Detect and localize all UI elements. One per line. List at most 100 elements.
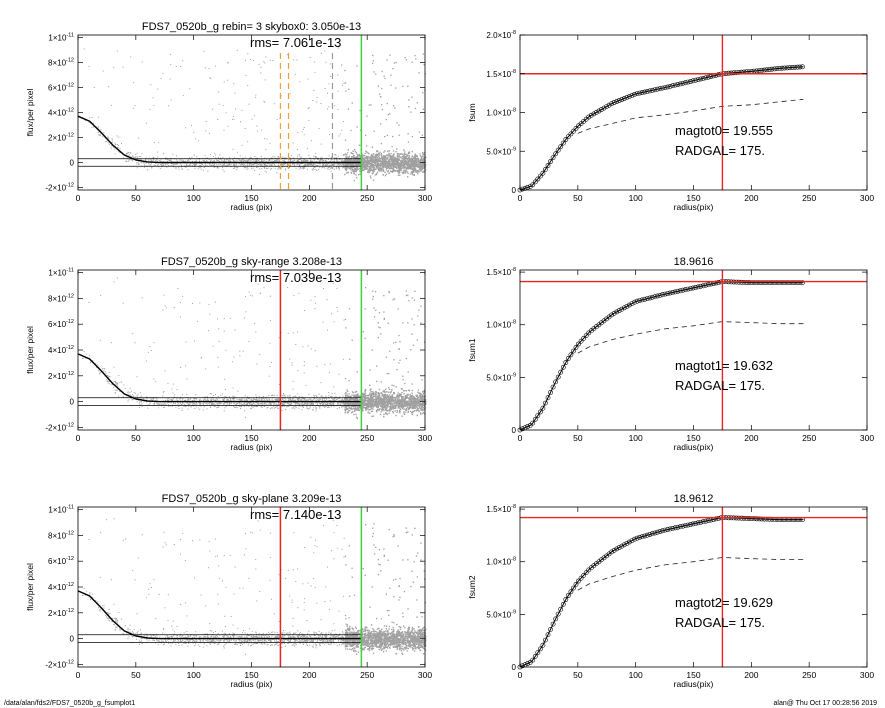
data-point bbox=[96, 367, 98, 368]
data-point bbox=[165, 158, 167, 160]
data-point bbox=[204, 165, 206, 166]
data-point bbox=[295, 395, 297, 397]
data-point bbox=[288, 167, 290, 168]
data-point bbox=[318, 163, 320, 164]
data-point bbox=[364, 166, 367, 169]
data-point bbox=[283, 161, 285, 163]
data-point bbox=[285, 157, 287, 159]
data-point bbox=[215, 154, 217, 156]
data-point bbox=[227, 61, 229, 63]
data-point bbox=[210, 402, 212, 404]
data-point bbox=[383, 155, 385, 157]
data-point bbox=[246, 161, 248, 163]
data-point bbox=[406, 167, 409, 169]
data-point bbox=[321, 52, 322, 54]
data-point bbox=[377, 162, 380, 165]
data-point bbox=[315, 164, 317, 166]
data-point bbox=[182, 399, 184, 401]
data-point bbox=[423, 405, 426, 407]
data-point bbox=[382, 163, 384, 165]
data-point bbox=[276, 119, 278, 121]
data-point bbox=[298, 168, 300, 170]
data-point bbox=[400, 156, 402, 159]
data-point bbox=[378, 169, 380, 171]
data-point bbox=[314, 296, 316, 298]
data-point bbox=[344, 162, 346, 165]
data-point bbox=[368, 161, 371, 163]
data-point bbox=[354, 159, 356, 162]
data-point bbox=[283, 162, 285, 164]
data-point bbox=[324, 160, 326, 162]
data-point bbox=[383, 166, 385, 168]
curve-markers bbox=[517, 64, 805, 193]
data-point bbox=[199, 167, 201, 169]
data-point bbox=[391, 164, 393, 167]
data-point bbox=[328, 166, 330, 168]
data-point bbox=[304, 398, 305, 400]
data-point bbox=[149, 108, 151, 110]
data-point bbox=[165, 404, 167, 406]
data-point bbox=[191, 156, 193, 158]
data-point bbox=[400, 162, 403, 165]
curve-marker bbox=[647, 88, 653, 94]
data-point bbox=[232, 387, 234, 389]
data-point bbox=[393, 62, 396, 64]
curve-marker bbox=[782, 65, 787, 71]
data-point bbox=[385, 160, 387, 162]
x-tick-label: 0 bbox=[518, 193, 523, 203]
data-point bbox=[311, 165, 313, 167]
data-point bbox=[414, 168, 416, 170]
scatter-points bbox=[82, 277, 427, 420]
data-point bbox=[372, 167, 374, 169]
data-point bbox=[212, 399, 214, 400]
curve-marker bbox=[769, 66, 775, 72]
data-point bbox=[350, 162, 352, 165]
data-point bbox=[246, 168, 248, 170]
data-point bbox=[147, 407, 149, 409]
data-point bbox=[393, 400, 396, 402]
chart-panel: rms= 7.039e-130 50 100 150 200 250 3001×10-118… bbox=[25, 256, 432, 452]
data-point bbox=[379, 93, 381, 95]
data-point bbox=[148, 404, 150, 406]
curve-marker bbox=[672, 82, 678, 88]
data-point bbox=[292, 398, 294, 400]
data-point bbox=[145, 360, 147, 362]
data-point bbox=[398, 134, 400, 136]
data-point bbox=[289, 157, 291, 159]
data-point bbox=[116, 389, 118, 391]
data-point bbox=[339, 400, 341, 402]
data-point bbox=[244, 410, 246, 412]
data-point bbox=[377, 322, 379, 324]
data-point bbox=[323, 162, 325, 164]
data-point bbox=[379, 164, 381, 167]
data-point bbox=[372, 179, 375, 181]
data-point bbox=[356, 126, 358, 128]
data-point bbox=[249, 157, 251, 159]
data-point bbox=[298, 403, 300, 405]
data-point bbox=[363, 169, 365, 172]
data-point bbox=[211, 165, 212, 167]
data-point bbox=[352, 161, 355, 163]
data-point bbox=[244, 399, 246, 401]
data-point bbox=[411, 159, 413, 161]
data-point bbox=[266, 400, 268, 402]
data-point bbox=[251, 163, 253, 165]
data-point bbox=[118, 375, 120, 376]
data-point bbox=[127, 400, 129, 402]
data-point bbox=[200, 357, 202, 359]
data-point bbox=[406, 154, 408, 156]
data-point bbox=[392, 164, 394, 167]
data-point bbox=[299, 164, 301, 166]
data-point bbox=[216, 403, 218, 405]
data-point bbox=[397, 174, 400, 176]
data-point bbox=[352, 160, 354, 163]
data-point bbox=[283, 163, 285, 165]
data-point bbox=[397, 392, 399, 394]
data-point bbox=[119, 152, 121, 154]
data-point bbox=[361, 399, 364, 401]
x-tick-label: 250 bbox=[802, 193, 816, 203]
data-point bbox=[270, 163, 272, 165]
data-point bbox=[423, 64, 425, 66]
data-point bbox=[113, 146, 115, 148]
data-point bbox=[328, 163, 330, 165]
